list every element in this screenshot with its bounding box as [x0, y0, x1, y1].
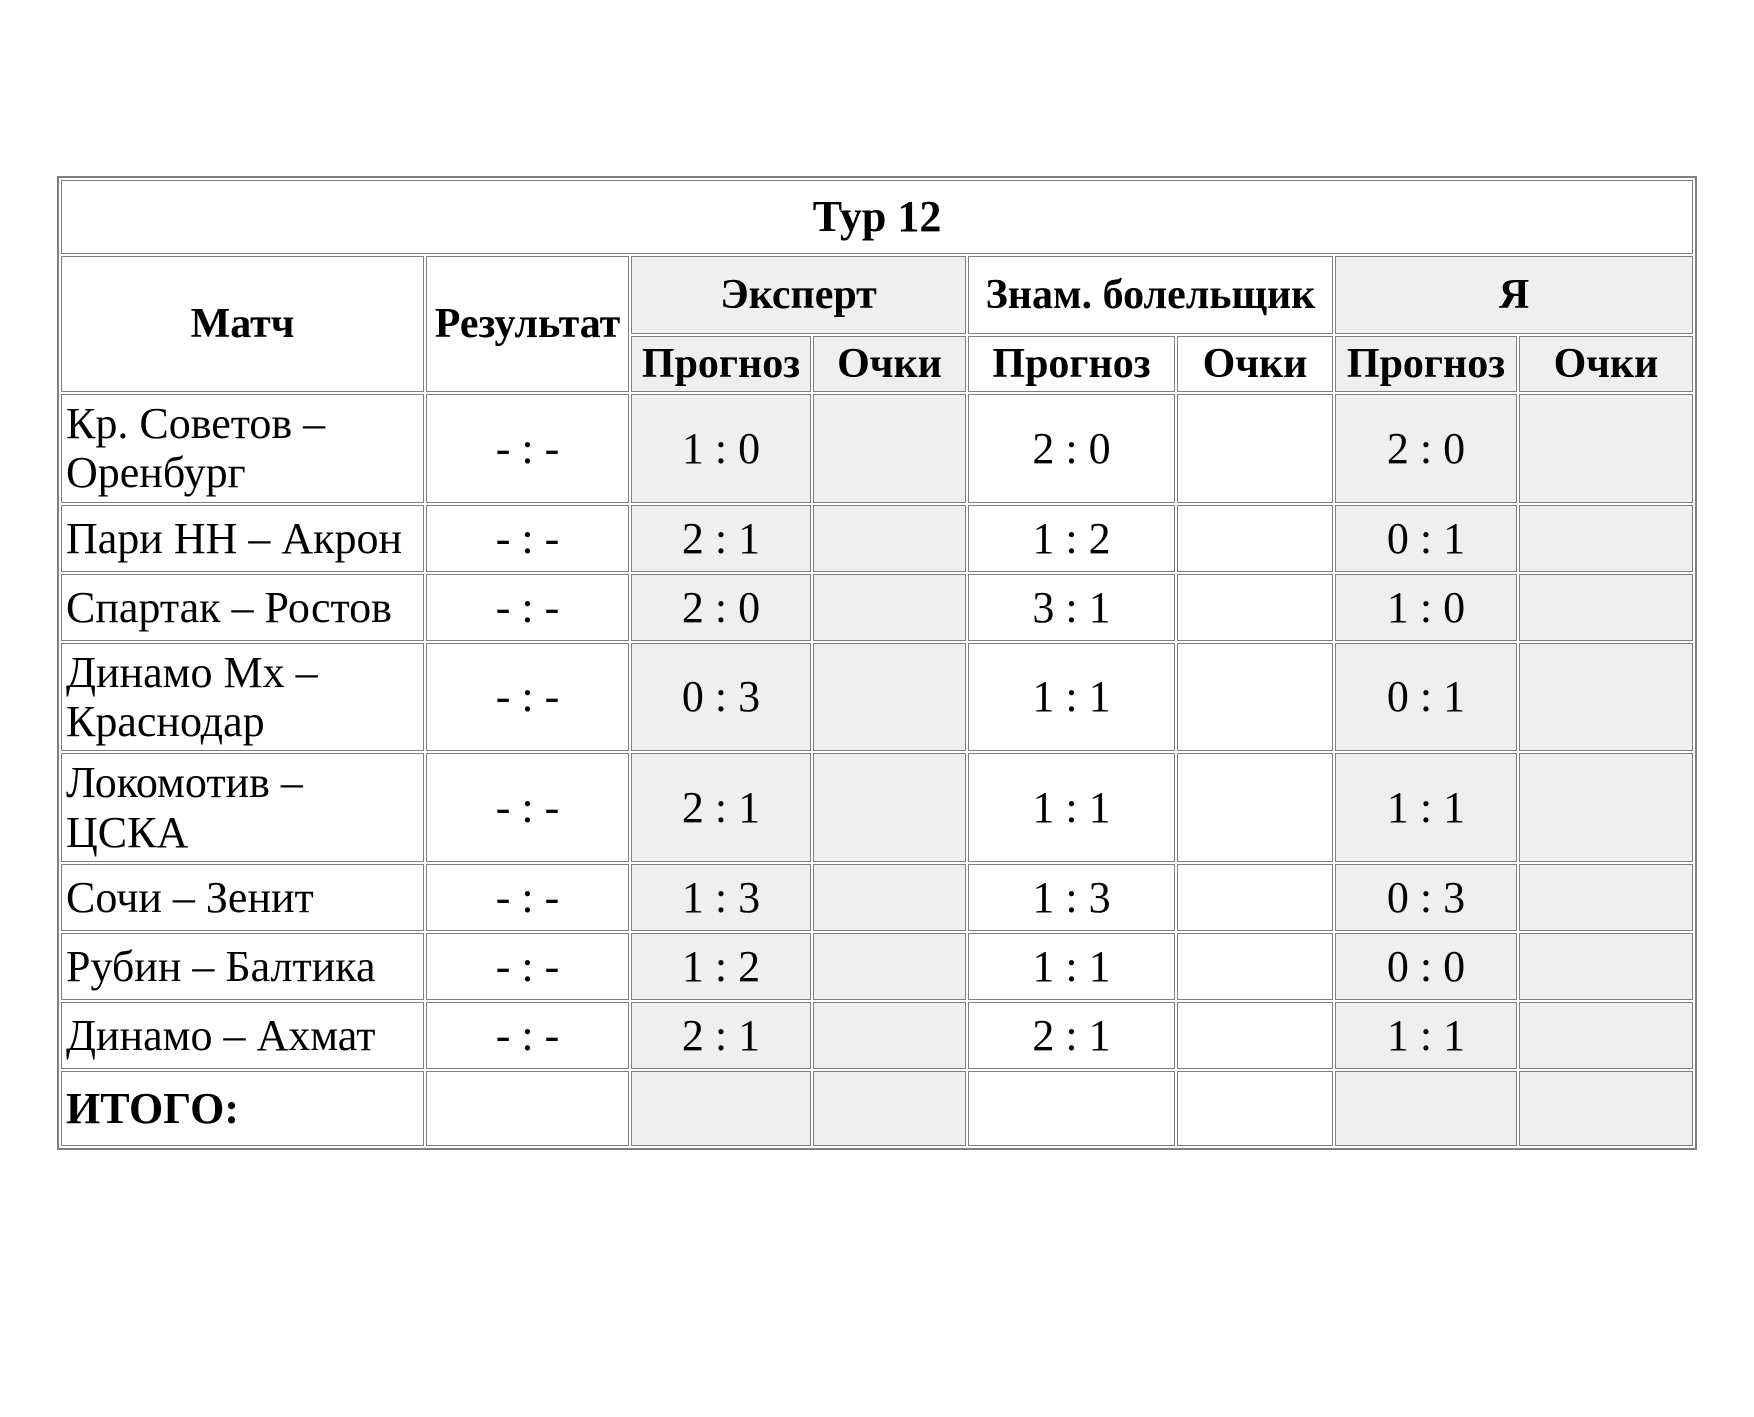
total-my-forecast-cell	[1335, 1070, 1517, 1146]
expert-forecast-cell: 1 : 2	[631, 932, 811, 1000]
result-cell: - : -	[426, 504, 629, 572]
match-row: Динамо Мх – Краснодар - : - 0 : 3 1 : 1 …	[61, 642, 1694, 752]
fan-forecast-cell: 3 : 1	[968, 573, 1175, 641]
my-forecast-cell: 0 : 1	[1335, 642, 1517, 752]
my-forecast-cell: 0 : 3	[1335, 863, 1517, 931]
expert-points-cell	[813, 932, 966, 1000]
my-forecast-cell: 1 : 1	[1335, 753, 1517, 862]
result-cell: - : -	[426, 1001, 629, 1069]
expert-points-cell	[813, 863, 966, 931]
match-cell: Рубин – Балтика	[61, 932, 424, 1000]
expert-points-cell	[813, 642, 966, 752]
sub-header-row: Прогноз Очки Прогноз Очки Прогноз Очки	[61, 336, 1694, 393]
fan-points-cell	[1177, 573, 1333, 641]
my-points-cell	[1519, 504, 1694, 572]
group-header-expert: Эксперт	[631, 256, 966, 334]
fan-forecast-cell: 1 : 1	[968, 642, 1175, 752]
expert-forecast-cell: 0 : 3	[631, 642, 811, 752]
expert-points-cell	[813, 573, 966, 641]
fan-points-cell	[1177, 753, 1333, 862]
subheader-me-points: Очки	[1519, 336, 1694, 393]
total-my-points-cell	[1519, 1070, 1694, 1146]
my-forecast-cell: 0 : 1	[1335, 504, 1517, 572]
match-cell: Сочи – Зенит	[61, 863, 424, 931]
match-cell: Локомотив – ЦСКА	[61, 753, 424, 862]
my-points-cell	[1519, 573, 1694, 641]
fan-points-cell	[1177, 1001, 1333, 1069]
fan-forecast-cell: 1 : 3	[968, 863, 1175, 931]
col-header-result: Результат	[426, 256, 629, 393]
my-points-cell	[1519, 642, 1694, 752]
match-row: Локомотив – ЦСКА - : - 2 : 1 1 : 1 1 : 1	[61, 753, 1694, 862]
match-cell: Пари НН – Акрон	[61, 504, 424, 572]
my-points-cell	[1519, 1001, 1694, 1069]
my-forecast-cell: 2 : 0	[1335, 394, 1517, 503]
my-points-cell	[1519, 753, 1694, 862]
fan-forecast-cell: 1 : 1	[968, 932, 1175, 1000]
my-points-cell	[1519, 394, 1694, 503]
subheader-expert-points: Очки	[813, 336, 966, 393]
total-row: ИТОГО:	[61, 1070, 1694, 1146]
match-row: Спартак – Ростов - : - 2 : 0 3 : 1 1 : 0	[61, 573, 1694, 641]
expert-points-cell	[813, 394, 966, 503]
my-forecast-cell: 1 : 1	[1335, 1001, 1517, 1069]
subheader-fan-forecast: Прогноз	[968, 336, 1175, 393]
expert-points-cell	[813, 753, 966, 862]
expert-forecast-cell: 2 : 0	[631, 573, 811, 641]
group-header-fan: Знам. болельщик	[968, 256, 1333, 334]
match-row: Пари НН – Акрон - : - 2 : 1 1 : 2 0 : 1	[61, 504, 1694, 572]
match-cell: Спартак – Ростов	[61, 573, 424, 641]
my-points-cell	[1519, 932, 1694, 1000]
round-title-row: Тур 12	[61, 180, 1694, 254]
total-result-cell	[426, 1070, 629, 1146]
fan-forecast-cell: 1 : 2	[968, 504, 1175, 572]
result-cell: - : -	[426, 753, 629, 862]
match-row: Сочи – Зенит - : - 1 : 3 1 : 3 0 : 3	[61, 863, 1694, 931]
expert-forecast-cell: 2 : 1	[631, 504, 811, 572]
match-cell: Динамо – Ахмат	[61, 1001, 424, 1069]
group-header-me: Я	[1335, 256, 1694, 334]
fan-points-cell	[1177, 642, 1333, 752]
my-forecast-cell: 1 : 0	[1335, 573, 1517, 641]
expert-forecast-cell: 2 : 1	[631, 753, 811, 862]
expert-forecast-cell: 2 : 1	[631, 1001, 811, 1069]
result-cell: - : -	[426, 863, 629, 931]
subheader-expert-forecast: Прогноз	[631, 336, 811, 393]
round-title: Тур 12	[61, 180, 1694, 254]
total-expert-points-cell	[813, 1070, 966, 1146]
result-cell: - : -	[426, 394, 629, 503]
subheader-me-forecast: Прогноз	[1335, 336, 1517, 393]
fan-points-cell	[1177, 932, 1333, 1000]
expert-points-cell	[813, 504, 966, 572]
col-header-match: Матч	[61, 256, 424, 393]
match-row: Динамо – Ахмат - : - 2 : 1 2 : 1 1 : 1	[61, 1001, 1694, 1069]
fan-points-cell	[1177, 394, 1333, 503]
result-cell: - : -	[426, 573, 629, 641]
subheader-fan-points: Очки	[1177, 336, 1333, 393]
match-cell: Кр. Советов – Оренбург	[61, 394, 424, 503]
total-fan-points-cell	[1177, 1070, 1333, 1146]
expert-forecast-cell: 1 : 3	[631, 863, 811, 931]
result-cell: - : -	[426, 642, 629, 752]
total-expert-forecast-cell	[631, 1070, 811, 1146]
total-label-cell: ИТОГО:	[61, 1070, 424, 1146]
result-cell: - : -	[426, 932, 629, 1000]
my-points-cell	[1519, 863, 1694, 931]
expert-forecast-cell: 1 : 0	[631, 394, 811, 503]
fan-forecast-cell: 1 : 1	[968, 753, 1175, 862]
my-forecast-cell: 0 : 0	[1335, 932, 1517, 1000]
fan-points-cell	[1177, 504, 1333, 572]
match-row: Кр. Советов – Оренбург - : - 1 : 0 2 : 0…	[61, 394, 1694, 503]
match-cell: Динамо Мх – Краснодар	[61, 642, 424, 752]
fan-forecast-cell: 2 : 0	[968, 394, 1175, 503]
total-fan-forecast-cell	[968, 1070, 1175, 1146]
group-header-row: Матч Результат Эксперт Знам. болельщик Я	[61, 256, 1694, 393]
match-row: Рубин – Балтика - : - 1 : 2 1 : 1 0 : 0	[61, 932, 1694, 1000]
fan-forecast-cell: 2 : 1	[968, 1001, 1175, 1069]
expert-points-cell	[813, 1001, 966, 1069]
forecast-table: Тур 12 Матч Результат Эксперт Знам. боле…	[57, 176, 1698, 1150]
fan-points-cell	[1177, 863, 1333, 931]
